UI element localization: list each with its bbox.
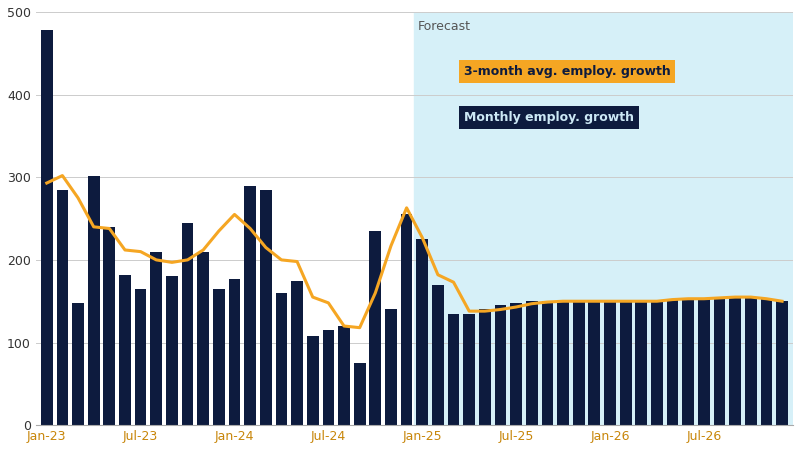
Bar: [730, 297, 741, 425]
Bar: [604, 301, 616, 425]
Bar: [635, 301, 647, 425]
Bar: [714, 298, 726, 425]
Bar: [414, 12, 793, 425]
Bar: [213, 289, 225, 425]
Bar: [322, 330, 334, 425]
Bar: [260, 189, 272, 425]
Bar: [103, 227, 115, 425]
Bar: [620, 301, 631, 425]
Bar: [557, 301, 569, 425]
Bar: [385, 310, 397, 425]
Bar: [119, 275, 131, 425]
Bar: [682, 299, 694, 425]
Bar: [307, 336, 318, 425]
Bar: [479, 310, 490, 425]
Bar: [432, 285, 444, 425]
Text: Forecast: Forecast: [418, 20, 470, 33]
Bar: [134, 289, 146, 425]
Bar: [589, 301, 600, 425]
Bar: [448, 314, 459, 425]
Bar: [761, 299, 772, 425]
Bar: [666, 300, 678, 425]
Bar: [182, 223, 194, 425]
Bar: [698, 299, 710, 425]
Bar: [338, 326, 350, 425]
Bar: [776, 301, 788, 425]
Bar: [166, 276, 178, 425]
Bar: [494, 306, 506, 425]
Bar: [745, 297, 757, 425]
Bar: [510, 303, 522, 425]
Bar: [463, 314, 475, 425]
Bar: [370, 231, 381, 425]
Bar: [573, 301, 585, 425]
Bar: [41, 30, 53, 425]
Bar: [542, 301, 554, 425]
Bar: [401, 215, 413, 425]
Bar: [416, 239, 428, 425]
Bar: [526, 301, 538, 425]
Bar: [244, 185, 256, 425]
Bar: [275, 293, 287, 425]
Bar: [88, 176, 99, 425]
Bar: [354, 363, 366, 425]
Text: 3-month avg. employ. growth: 3-month avg. employ. growth: [464, 65, 670, 78]
Bar: [229, 279, 240, 425]
Bar: [150, 252, 162, 425]
Bar: [72, 303, 84, 425]
Bar: [57, 189, 68, 425]
Bar: [198, 252, 209, 425]
Bar: [291, 280, 303, 425]
Bar: [651, 301, 663, 425]
Text: Monthly employ. growth: Monthly employ. growth: [464, 111, 634, 124]
